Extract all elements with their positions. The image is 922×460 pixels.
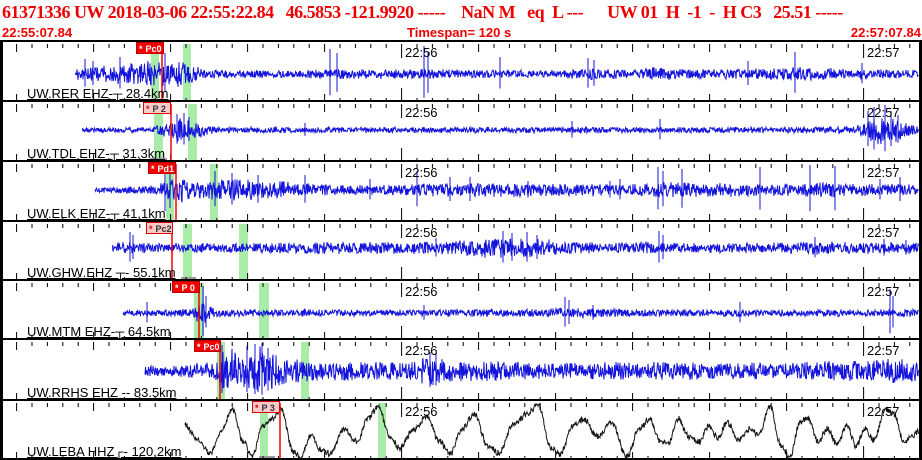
minute-label-2256: 22:56 xyxy=(405,105,438,120)
waveform-plot[interactable] xyxy=(0,224,922,279)
minute-label-2256: 22:56 xyxy=(405,343,438,358)
pick-flag-icon: * xyxy=(197,342,201,352)
minute-label-2257: 22:57 xyxy=(867,165,900,180)
p-pick-marker[interactable]: * P 3 xyxy=(252,401,280,413)
minute-label-2256: 22:56 xyxy=(405,225,438,240)
p-pick-marker[interactable]: * P 2 xyxy=(143,102,171,114)
waveform-plot[interactable] xyxy=(0,104,922,160)
station-label-elk[interactable]: UW.ELK EHZ-┬ 41.1km xyxy=(27,206,166,220)
waveform-plot[interactable] xyxy=(0,164,922,220)
pick-flag-icon: * xyxy=(146,104,150,114)
trace-panel-mtm[interactable]: 22:56 22:57 * P 0 UW.MTM EHZ-┬ 64.5km xyxy=(0,279,922,338)
waveform-plot[interactable] xyxy=(0,283,922,338)
pick-flag-icon: * xyxy=(175,283,179,293)
pick-label: Pc0 xyxy=(145,44,162,54)
p-pick-marker[interactable]: * Pc0 xyxy=(194,340,221,352)
trace-panel-rrhs[interactable]: 22:56 22:57 * Pc0 UW.RRHS EHZ -- 83.5km xyxy=(0,338,922,399)
minute-label-2257: 22:57 xyxy=(867,284,900,299)
pick-label: Pd1 xyxy=(157,164,175,174)
pick-flag-icon: * xyxy=(139,44,143,54)
minute-label-2256: 22:56 xyxy=(405,165,438,180)
p-pick-marker[interactable]: * Pc0 xyxy=(136,42,164,54)
minute-label-2257: 22:57 xyxy=(867,105,900,120)
p-pick-marker[interactable]: * P 0 xyxy=(172,281,200,293)
time-window-bar: 22:55:07.84 Timespan= 120 s 22:57:07.84 xyxy=(0,25,922,40)
trace-panel-ghw[interactable]: 22:56 22:57 * Pc2 UW.GHW.EHZ ┬- 55.1km xyxy=(0,220,922,279)
station-label-rrhs[interactable]: UW.RRHS EHZ -- 83.5km xyxy=(27,385,177,399)
minute-label-2256: 22:56 xyxy=(405,284,438,299)
pick-label: P 0 xyxy=(181,283,195,293)
pick-flag-icon: * xyxy=(151,164,155,174)
minute-label-2257: 22:57 xyxy=(867,45,900,60)
pick-label: Pc0 xyxy=(203,342,220,352)
station-label-rer[interactable]: UW.RER EHZ-┬ 28.4km xyxy=(27,86,169,100)
minute-label-2256: 22:56 xyxy=(405,45,438,60)
minute-label-2257: 22:57 xyxy=(867,404,900,419)
pick-label: P 2 xyxy=(152,104,166,114)
timespan-label: Timespan= 120 s xyxy=(407,25,512,40)
minute-label-2256: 22:56 xyxy=(405,404,438,419)
pick-flag-icon: * xyxy=(255,403,259,413)
station-label-mtm[interactable]: UW.MTM EHZ-┬ 64.5km xyxy=(27,324,171,338)
pick-label: P 3 xyxy=(261,403,275,413)
minute-label-2257: 22:57 xyxy=(867,225,900,240)
waveform-plot[interactable] xyxy=(0,44,922,100)
p-pick-marker[interactable]: * Pc2 xyxy=(146,222,173,234)
minute-label-2257: 22:57 xyxy=(867,343,900,358)
trace-panel-tdl[interactable]: 22:56 22:57 * P 2 UW.TDL EHZ-┬ 31.3km xyxy=(0,100,922,160)
p-pick-marker[interactable]: * Pd1 xyxy=(148,162,176,174)
window-start-time: 22:55:07.84 xyxy=(2,25,73,40)
trace-panel-elk[interactable]: 22:56 22:57 * Pd1 UW.ELK EHZ-┬ 41.1km xyxy=(0,160,922,220)
trace-panel-rer[interactable]: 22:56 22:57 * Pc0 UW.RER EHZ-┬ 28.4km xyxy=(0,40,922,100)
trace-panels-area: 22:56 22:57 * Pc0 UW.RER EHZ-┬ 28.4km 22:… xyxy=(0,40,922,460)
event-header: 61371336 UW 2018-03-06 22:55:22.84 46.58… xyxy=(2,2,843,22)
pick-label: Pc2 xyxy=(155,224,172,234)
station-label-leba[interactable]: UW.LEBA HHZ┌- 120.2km xyxy=(27,444,182,458)
station-label-tdl[interactable]: UW.TDL EHZ-┬ 31.3km xyxy=(27,146,166,160)
waveform-plot[interactable] xyxy=(0,403,922,458)
pick-flag-icon: * xyxy=(149,224,153,234)
station-label-ghw[interactable]: UW.GHW.EHZ ┬- 55.1km xyxy=(27,265,176,279)
window-end-time: 22:57:07.84 xyxy=(850,25,921,40)
trace-panel-leba[interactable]: 22:56 22:57 * P 3 UW.LEBA HHZ┌- 120.2km xyxy=(0,399,922,458)
